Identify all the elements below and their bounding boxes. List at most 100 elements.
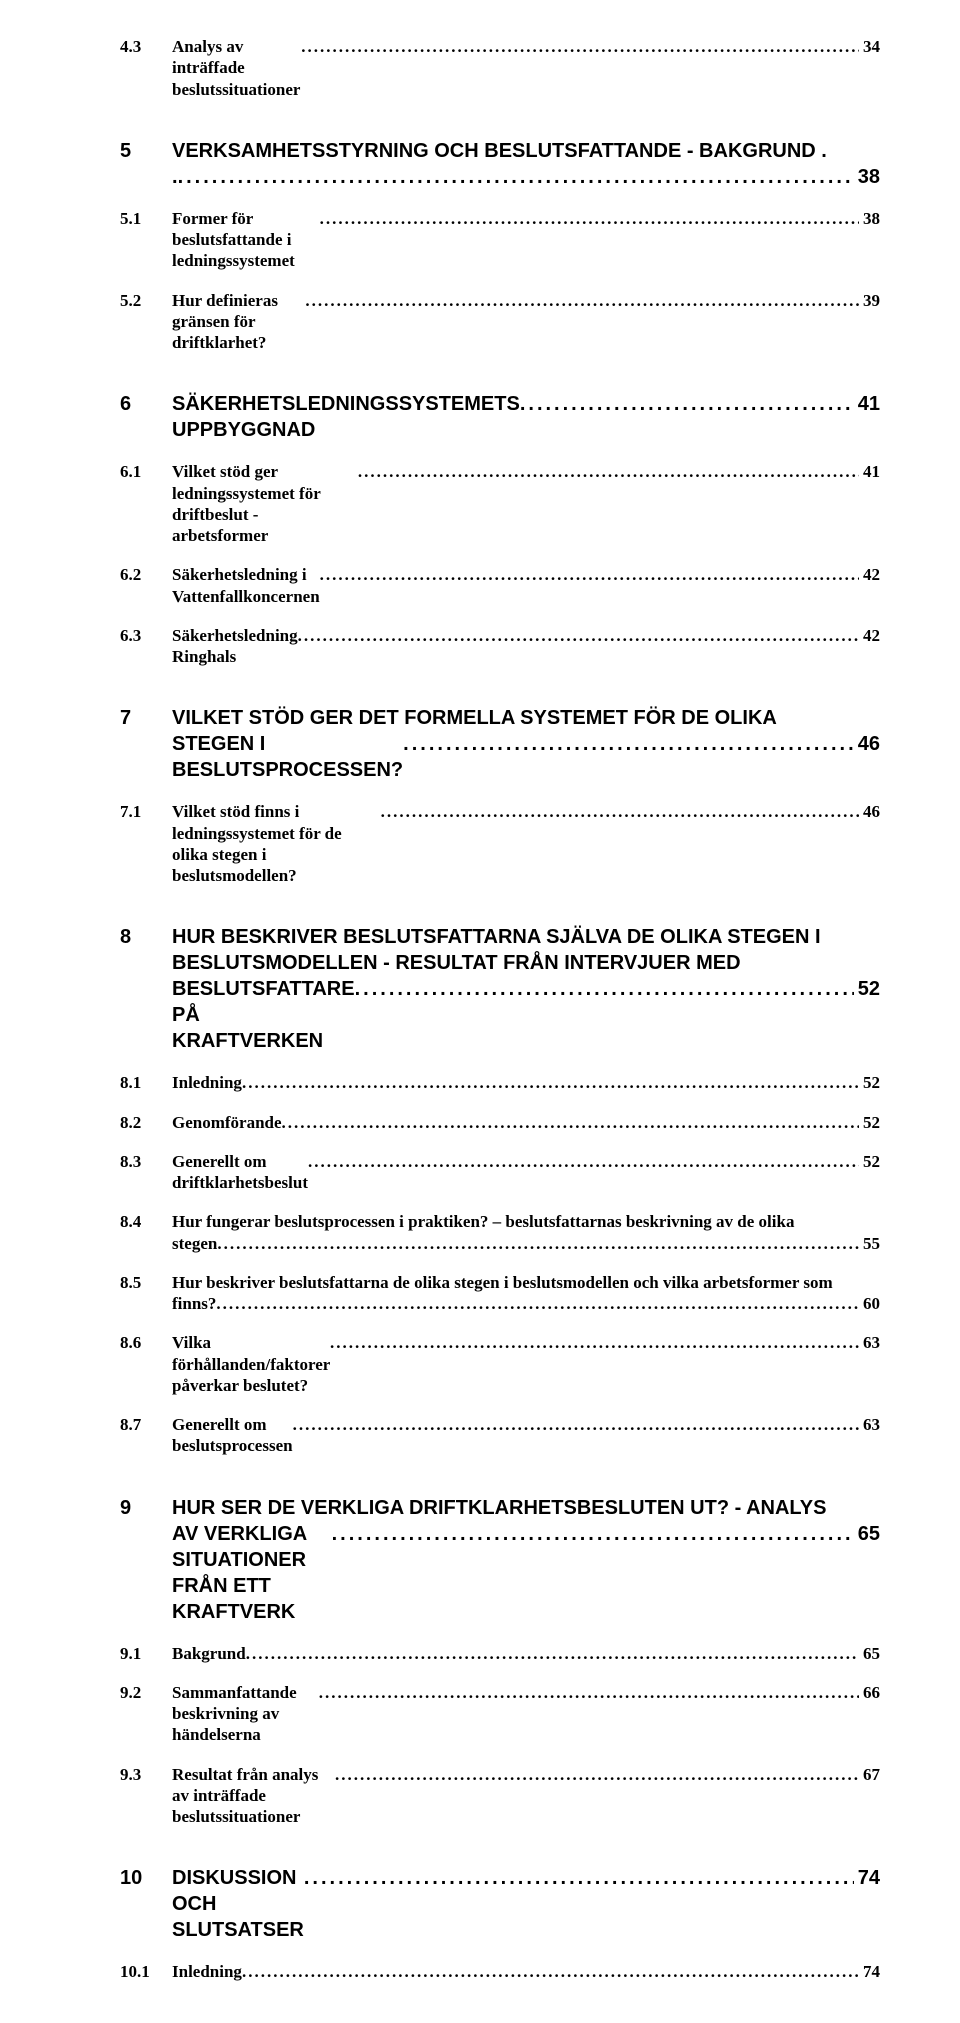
toc-page: 41 [859, 461, 880, 482]
toc-title: Former för beslutsfattande i ledningssys… [172, 208, 320, 272]
toc-entry: 8.3 Generellt om driftklarhetsbeslut 52 [120, 1151, 880, 1194]
toc-leader [301, 36, 859, 57]
toc-number: 9.1 [120, 1644, 141, 1663]
toc-page: 38 [859, 208, 880, 229]
toc-leader [320, 564, 859, 585]
toc-leader [178, 164, 854, 190]
toc-page: 65 [854, 1521, 880, 1547]
toc-entry: 9.3Resultat från analys av inträffade be… [120, 1764, 880, 1828]
toc-number: 5.1 [120, 209, 141, 228]
toc-title: Inledning [172, 1961, 242, 1982]
toc-chapter: 7VILKET STÖD GER DET FORMELLA SYSTEMET F… [120, 705, 880, 783]
toc-title: DISKUSSION OCH SLUTSATSER [172, 1865, 304, 1943]
toc-page: 42 [859, 625, 880, 646]
toc-title-cont: AV VERKLIGA SITUATIONER FRÅN ETT KRAFTVE… [172, 1521, 332, 1625]
toc-page: 63 [859, 1414, 880, 1435]
toc-leader [308, 1151, 859, 1172]
toc-number: 8.3 [120, 1152, 141, 1171]
toc-leader [330, 1332, 859, 1353]
toc-leader [381, 801, 859, 822]
toc-page: 66 [859, 1682, 880, 1703]
toc-title: Säkerhetsledning i Vattenfallkoncernen [172, 564, 320, 607]
toc-page: 46 [854, 731, 880, 757]
toc-leader [216, 1293, 859, 1314]
toc-number: 8.7 [120, 1415, 141, 1434]
toc-leader [520, 391, 854, 417]
toc-chapter: 6SÄKERHETSLEDNINGSSYSTEMETS UPPBYGGNAD 4… [120, 391, 880, 443]
toc-entry: 4.3 Analys av inträffade beslutssituation… [120, 36, 880, 100]
toc-leader [246, 1643, 859, 1664]
toc-entry: 6.3Säkerhetsledning Ringhals42 [120, 625, 880, 668]
toc-title: HUR SER DE VERKLIGA DRIFTKLARHETSBESLUTE… [172, 1495, 826, 1521]
toc-title: VERKSAMHETSSTYRNING OCH BESLUTSFATTANDE … [172, 138, 827, 164]
toc-title: SÄKERHETSLEDNINGSSYSTEMETS UPPBYGGNAD [172, 391, 520, 443]
toc-title-cont: STEGEN I BESLUTSPROCESSEN? [172, 731, 403, 783]
toc-entry: 5.1 Former för beslutsfattande i lednings… [120, 208, 880, 272]
toc-page: 52 [859, 1112, 880, 1133]
toc-entry: 10.1 Inledning 74 [120, 1961, 880, 1982]
toc-leader [242, 1072, 859, 1093]
toc-entry: 8.5Hur beskriver beslutsfattarna de olik… [120, 1272, 880, 1315]
toc-entry: 7.1Vilket stöd finns i ledningssystemet … [120, 801, 880, 886]
toc-title-cont: stegen [172, 1233, 217, 1254]
toc-leader [320, 208, 859, 229]
toc-page: 67 [859, 1764, 880, 1785]
toc-page: 55 [859, 1233, 880, 1254]
toc-leader [293, 1414, 859, 1435]
toc-number: 10.1 [120, 1962, 150, 1981]
toc-page: 46 [859, 801, 880, 822]
toc-number: 6.2 [120, 565, 141, 584]
toc-number: 7 [120, 707, 131, 729]
toc-entry: 8.7Generellt om beslutsprocessen63 [120, 1414, 880, 1457]
toc-leader [304, 1865, 854, 1891]
toc-entry: 6.2 Säkerhetsledning i Vattenfallkoncerne… [120, 564, 880, 607]
toc-title: Bakgrund [172, 1643, 246, 1664]
toc-title: Vilket stöd ger ledningssystemet för dri… [172, 461, 358, 546]
toc-leader [319, 1682, 859, 1703]
toc-entry: 8.1Inledning52 [120, 1072, 880, 1093]
toc-number: 8.5 [120, 1273, 141, 1292]
toc-chapter: 9 HUR SER DE VERKLIGA DRIFTKLARHETSBESLUT… [120, 1495, 880, 1625]
toc-leader [335, 1764, 859, 1785]
toc-title: Hur fungerar beslutsprocessen i praktike… [172, 1211, 794, 1232]
toc-leader [358, 461, 859, 482]
toc-page: 74 [859, 1961, 880, 1982]
toc-page: 63 [859, 1332, 880, 1353]
toc-chapter: 8HUR BESKRIVER BESLUTSFATTARNA SJÄLVA DE… [120, 924, 880, 1054]
toc-title: Analys av inträffade beslutssituationer [172, 36, 301, 100]
toc-number: 9 [120, 1497, 131, 1519]
toc-number: 9.2 [120, 1683, 141, 1702]
toc-entry: 5.2Hur definieras gränsen för driftklarh… [120, 290, 880, 354]
toc-leader [305, 290, 859, 311]
toc-entry: 8.2Genomförande52 [120, 1112, 880, 1133]
toc-page: 38 [854, 164, 880, 190]
toc-leader [298, 625, 859, 646]
toc-title: Sammanfattande beskrivning av händelsern… [172, 1682, 319, 1746]
toc-number: 8.6 [120, 1333, 141, 1352]
toc-title: Generellt om driftklarhetsbeslut [172, 1151, 308, 1194]
toc-page: 52 [859, 1072, 880, 1093]
toc-chapter: 10 DISKUSSION OCH SLUTSATSER 74 [120, 1865, 880, 1943]
toc-title: Genomförande [172, 1112, 282, 1133]
toc-leader [355, 976, 854, 1002]
toc-page: 52 [854, 976, 880, 1002]
toc-title-cont: BESLUTSMODELLEN - RESULTAT FRÅN INTERVJU… [120, 950, 880, 976]
toc-number: 5 [120, 140, 131, 162]
toc-page: 52 [859, 1151, 880, 1172]
toc-entry: 6.1 Vilket stöd ger ledningssystemet för … [120, 461, 880, 546]
toc-leader [403, 731, 854, 757]
toc-number: 8.1 [120, 1073, 141, 1092]
toc-number: 6.1 [120, 462, 141, 481]
toc-page: 39 [859, 290, 880, 311]
toc-page: 65 [859, 1643, 880, 1664]
toc-number: 8.4 [120, 1212, 141, 1231]
toc-title-cont: finns? [172, 1293, 216, 1314]
toc-page: 74 [854, 1865, 880, 1891]
toc-chapter: 5 VERKSAMHETSSTYRNING OCH BESLUTSFATTANDE… [120, 138, 880, 190]
toc-number: 4.3 [120, 37, 141, 56]
toc-entry: 9.2 Sammanfattande beskrivning av händels… [120, 1682, 880, 1746]
toc-leader [242, 1961, 859, 1982]
toc-entry: 8.4 Hur fungerar beslutsprocessen i prakt… [120, 1211, 880, 1254]
toc-leader [282, 1112, 859, 1133]
toc-number: 10 [120, 1867, 142, 1889]
